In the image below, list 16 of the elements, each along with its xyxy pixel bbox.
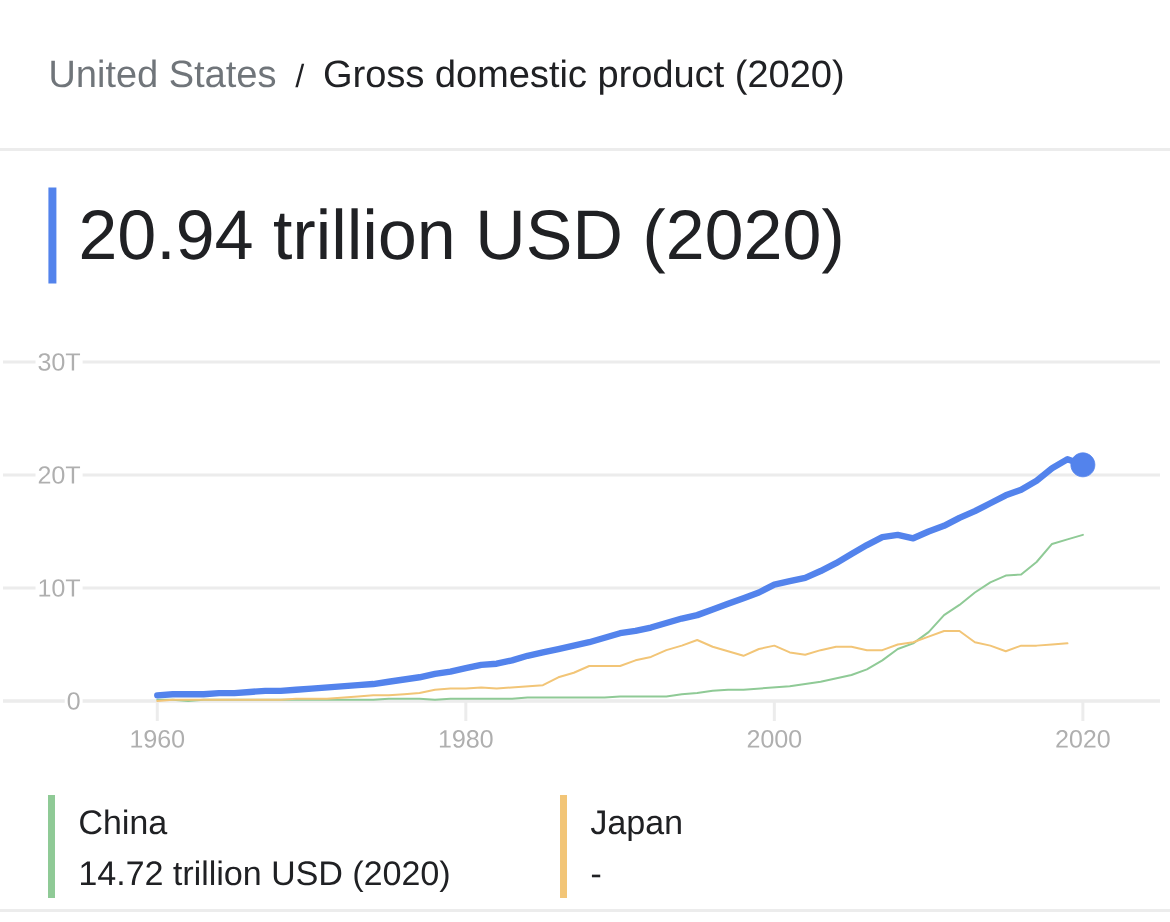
y-tick-label: 20T <box>38 466 81 484</box>
text: - <box>591 874 601 878</box>
y-tick-label: 30T <box>38 353 81 371</box>
y-tick-label: 0 <box>67 692 80 710</box>
chart-title: Gross domestic product (2020) <box>324 59 843 95</box>
x-tick-label: 2020 <box>1056 730 1110 748</box>
text: / <box>295 63 305 88</box>
text: 14.72 trillion USD (2020) <box>81 860 449 893</box>
text: United States <box>51 59 276 88</box>
chart-subtitle: 20.94 trillion USD (2020) <box>81 208 841 274</box>
x-tick-label: 2000 <box>747 730 802 748</box>
x-tick-label: 1980 <box>439 730 493 748</box>
legend-label: Japan <box>590 810 681 842</box>
legend-label: China <box>80 809 168 835</box>
y-tick-label: 10T <box>39 579 81 597</box>
x-tick-label: 1960 <box>131 730 185 748</box>
